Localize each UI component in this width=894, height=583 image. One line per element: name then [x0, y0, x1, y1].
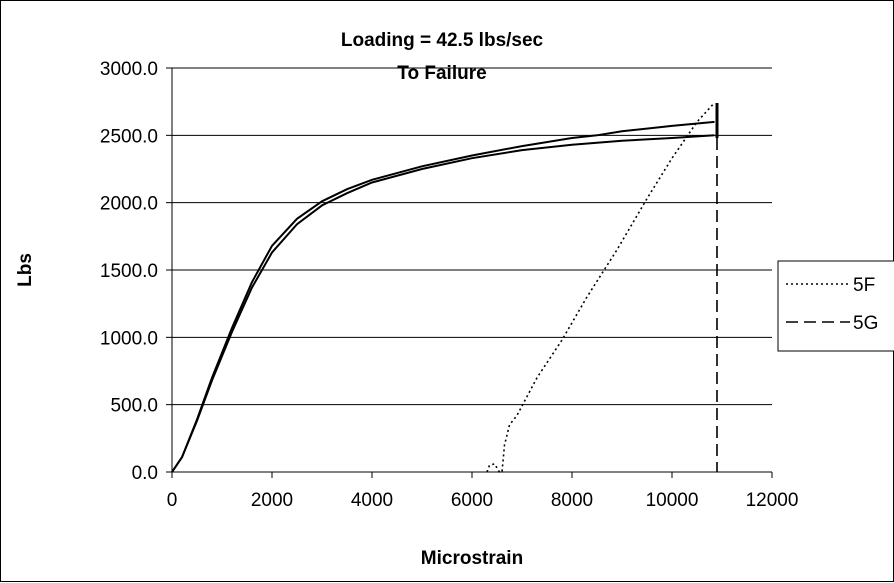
legend-box	[777, 260, 894, 352]
series-line-unlabeled-3	[171, 120, 715, 473]
legend-label-5g: 5G	[853, 313, 878, 334]
chart-title: Loading = 42.5 lbs/sec	[341, 30, 544, 51]
x-tick-label: 10000	[646, 490, 699, 511]
y-tick-label: 3000.0	[100, 59, 158, 80]
y-tick-label: 2500.0	[100, 126, 158, 147]
y-tick-label: 1000.0	[100, 328, 158, 349]
legend-label-5f: 5F	[853, 275, 875, 296]
y-tick-label: 2000.0	[100, 194, 158, 215]
x-tick-label: 8000	[551, 490, 593, 511]
y-axis-label: Lbs	[15, 253, 36, 287]
x-tick-label: 12000	[746, 490, 799, 511]
x-axis-label: Microstrain	[421, 548, 523, 569]
chart-subtitle: To Failure	[397, 63, 486, 84]
y-tick-label: 1500.0	[100, 261, 158, 282]
y-tick-label: 500.0	[110, 396, 158, 417]
x-tick-label: 0	[167, 490, 178, 511]
x-tick-label: 4000	[351, 490, 393, 511]
x-tick-label: 6000	[451, 490, 493, 511]
y-tick-label: 0.0	[132, 463, 158, 484]
series-line-5f	[486, 103, 714, 473]
x-tick-label: 2000	[251, 490, 293, 511]
